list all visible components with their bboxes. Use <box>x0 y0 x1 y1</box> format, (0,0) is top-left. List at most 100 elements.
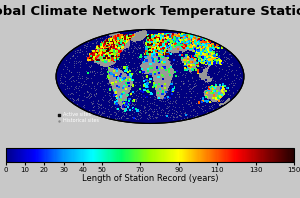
Point <box>180 36 185 39</box>
Point <box>114 57 118 60</box>
Point <box>138 34 142 37</box>
Point <box>186 42 191 46</box>
Point <box>125 83 130 86</box>
Point <box>172 44 177 47</box>
Point <box>176 34 181 37</box>
Point <box>174 62 179 66</box>
Point <box>123 76 128 79</box>
Point <box>199 44 204 48</box>
Point <box>137 33 142 36</box>
Point <box>136 35 141 38</box>
Point <box>156 93 161 96</box>
Point <box>176 35 180 38</box>
Point <box>165 62 170 66</box>
Point <box>160 62 165 65</box>
Point <box>176 47 181 50</box>
Point <box>105 61 110 64</box>
Point <box>146 64 151 67</box>
Point <box>202 65 207 69</box>
Point <box>118 37 123 40</box>
Point <box>198 44 203 48</box>
Point <box>118 34 122 38</box>
Point <box>192 35 197 38</box>
Point <box>163 68 168 71</box>
Point <box>68 76 73 79</box>
Point <box>118 82 123 85</box>
Point <box>135 34 140 37</box>
Point <box>207 90 212 93</box>
Point <box>115 93 120 96</box>
Point <box>162 64 167 67</box>
Point <box>147 62 152 66</box>
Point <box>155 52 160 56</box>
Point <box>134 89 139 92</box>
Point <box>155 40 160 43</box>
Point <box>119 48 124 51</box>
Point <box>76 76 80 79</box>
Point <box>150 54 155 57</box>
Point <box>114 46 118 49</box>
Point <box>107 53 112 56</box>
Point <box>197 45 202 48</box>
Point <box>196 36 201 39</box>
Point <box>125 93 130 96</box>
Point <box>201 70 206 73</box>
Point <box>167 66 172 69</box>
Point <box>160 66 165 69</box>
Point <box>193 42 198 45</box>
Point <box>208 50 213 53</box>
Point <box>162 72 167 75</box>
Point <box>132 35 137 38</box>
Point <box>176 36 181 39</box>
Point <box>172 33 177 36</box>
Point <box>118 78 123 81</box>
Point <box>164 63 169 66</box>
Point <box>161 46 166 49</box>
Point <box>110 55 115 58</box>
Point <box>177 50 182 53</box>
Point <box>206 88 211 91</box>
Point <box>192 47 197 50</box>
Point <box>180 36 184 39</box>
Point <box>160 50 165 53</box>
Point <box>107 41 112 44</box>
Point <box>112 87 117 90</box>
Point <box>148 46 153 49</box>
Point <box>187 66 191 69</box>
Point <box>108 79 113 83</box>
Point <box>96 49 101 52</box>
Point <box>191 43 196 47</box>
Point <box>190 38 194 41</box>
Point <box>133 36 137 39</box>
Point <box>143 67 148 70</box>
Point <box>157 56 162 59</box>
Point <box>196 45 200 49</box>
Point <box>138 31 142 34</box>
Point <box>197 40 202 44</box>
Point <box>135 37 140 40</box>
Point <box>167 64 171 67</box>
Point <box>182 46 187 49</box>
Point <box>181 45 185 49</box>
Point <box>173 37 178 40</box>
Point <box>127 87 132 90</box>
Point <box>147 45 152 49</box>
Point <box>154 44 158 48</box>
Point <box>136 37 141 40</box>
Point <box>135 32 140 35</box>
Point <box>133 36 137 39</box>
Point <box>153 69 158 72</box>
Point <box>163 78 168 81</box>
Point <box>116 34 121 37</box>
Point <box>140 31 145 34</box>
Point <box>115 36 120 39</box>
Point <box>117 77 122 80</box>
Point <box>156 57 161 60</box>
Point <box>172 33 177 36</box>
Point <box>155 85 160 88</box>
Point <box>187 34 191 38</box>
Point <box>179 48 184 51</box>
Point <box>111 55 116 58</box>
Point <box>196 48 201 51</box>
Point <box>155 61 160 64</box>
